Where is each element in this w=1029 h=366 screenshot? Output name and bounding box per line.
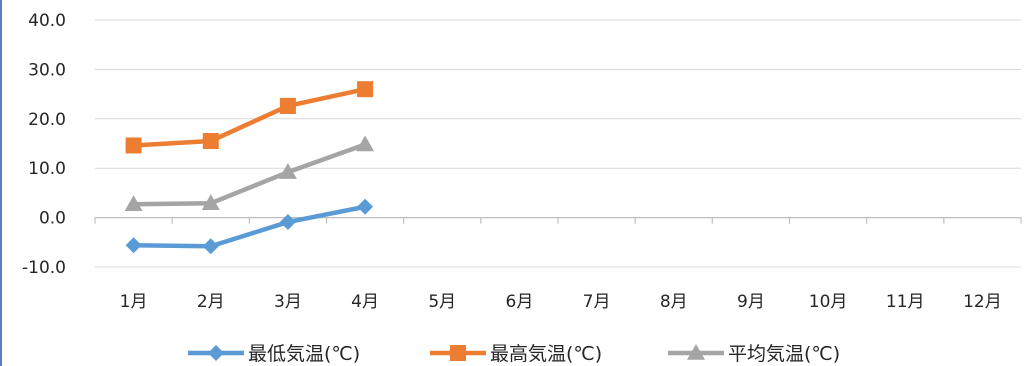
series-line-2 [131,142,368,207]
x-tick-label: 5月 [428,292,456,312]
x-tick-label: 6月 [506,292,534,312]
data-point [125,137,142,154]
y-tick-label: 30.0 [28,60,66,80]
y-tick-label: 20.0 [28,110,66,130]
data-point [357,81,374,98]
x-tick-label: 8月 [660,292,688,312]
x-tick-label: 2月 [197,292,225,312]
data-point [357,198,374,215]
chart-frame-edge [0,0,2,366]
legend-label: 最高気温(℃) [490,343,602,365]
x-tick-label: 3月 [274,292,302,312]
x-tick-label: 10月 [809,292,848,312]
series-line-1 [131,86,368,148]
y-tick-label: 10.0 [28,159,66,179]
data-point [125,237,142,254]
y-tick-label: 0.0 [39,209,66,229]
y-tick-label: -10.0 [22,258,66,278]
data-point [278,163,297,179]
legend-label: 平均気温(℃) [728,343,840,365]
x-tick-label: 12月 [963,292,1002,312]
data-point [202,238,219,255]
series-line-0 [131,204,368,249]
data-point [279,214,296,231]
y-tick-label: 40.0 [28,11,66,31]
data-point [124,195,143,212]
x-tick-label: 4月 [351,292,379,312]
x-tick-label: 7月 [583,292,611,312]
legend-marker [450,345,466,361]
data-point [279,97,296,114]
legend-marker [208,345,224,361]
data-point [201,194,220,211]
legend-marker [687,344,705,360]
x-tick-label: 1月 [120,292,148,312]
data-point [202,133,219,150]
data-point [356,135,375,152]
x-tick-label: 11月 [886,292,925,312]
legend-label: 最低気温(℃) [248,343,360,365]
x-tick-label: 9月 [737,292,765,312]
